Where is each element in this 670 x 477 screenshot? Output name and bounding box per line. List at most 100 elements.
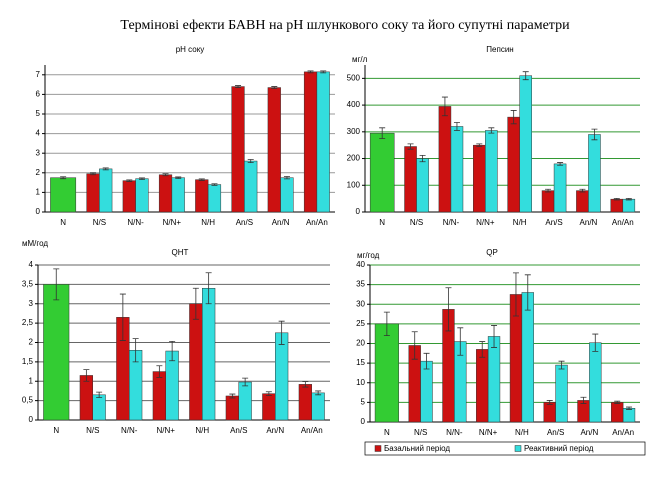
y-tick-label: 25 [356, 319, 365, 328]
legend-swatch [374, 445, 382, 452]
bar [280, 177, 294, 213]
error-bar [278, 320, 285, 345]
error-bar [320, 70, 327, 74]
bar [207, 184, 222, 213]
bar [519, 75, 532, 213]
bar [189, 303, 203, 421]
bar [576, 190, 589, 213]
error-bar [546, 400, 553, 405]
bar [473, 144, 486, 213]
bar [450, 126, 464, 213]
error-bar [488, 127, 495, 134]
error-bar [545, 188, 552, 193]
y-tick-label: 40 [356, 260, 365, 269]
y-tick-label: 6 [36, 90, 41, 99]
bar [165, 350, 179, 421]
bar [86, 173, 100, 213]
bar [303, 71, 318, 213]
bar [369, 132, 395, 213]
y-axis-label: мг/год [357, 251, 380, 260]
bar [622, 408, 636, 423]
error-bar [614, 400, 621, 404]
error-bar [53, 268, 60, 301]
y-tick-label: 7 [36, 70, 41, 79]
chart-title: Пепсин [486, 45, 513, 54]
error-bar [60, 176, 67, 180]
x-tick-label: An/N [272, 218, 290, 227]
legend-label: Реактивний період [524, 444, 594, 453]
x-tick-label: N/H [515, 428, 529, 437]
bar [476, 349, 489, 423]
error-bar [102, 167, 109, 171]
bar [92, 394, 106, 421]
chart-title: рН соку [176, 45, 205, 54]
error-bar [423, 352, 430, 370]
y-tick-label: 2 [36, 168, 41, 177]
x-tick-label: N/N+ [476, 218, 495, 227]
error-bar [302, 381, 309, 388]
bar [158, 174, 173, 213]
bar [541, 190, 555, 213]
error-bar [192, 287, 199, 320]
legend-box [364, 441, 646, 456]
error-bar [512, 272, 519, 317]
x-tick-label: N/S [93, 218, 106, 227]
y-tick-label: 4 [36, 129, 41, 138]
x-tick-label: N/N+ [157, 426, 176, 435]
error-bar [229, 393, 236, 399]
error-bar [132, 338, 139, 363]
bar [374, 323, 399, 423]
x-tick-label: N/S [410, 218, 423, 227]
error-bar [242, 377, 249, 387]
x-tick-label: N [379, 218, 385, 227]
error-bar [175, 176, 182, 179]
bar [311, 392, 325, 421]
x-tick-label: N/N- [446, 428, 463, 437]
error-bar [476, 143, 483, 147]
y-tick-label: 300 [347, 127, 361, 136]
bar [275, 332, 289, 421]
x-tick-label: An/N [580, 218, 598, 227]
y-tick-label: 15 [356, 358, 365, 367]
bar [507, 116, 520, 213]
error-bar [457, 327, 464, 356]
y-tick-label: 5 [361, 397, 366, 406]
error-bar [453, 122, 460, 131]
x-tick-label: N/S [86, 426, 99, 435]
x-tick-label: N/N- [443, 218, 460, 227]
error-bar [169, 340, 176, 362]
error-bar [379, 127, 386, 139]
bar [244, 160, 258, 213]
y-tick-label: 0 [361, 417, 366, 426]
error-bar [557, 162, 564, 166]
bar [588, 134, 601, 213]
y-tick-label: 3,5 [22, 279, 34, 288]
x-tick-label: N/N+ [479, 428, 498, 437]
y-tick-label: 3 [29, 299, 34, 308]
x-tick-label: An/S [230, 426, 247, 435]
y-tick-label: 30 [356, 299, 365, 308]
error-bar [445, 287, 452, 332]
error-bar [522, 71, 529, 81]
error-bar [156, 365, 163, 378]
bar [555, 364, 568, 423]
error-bar [591, 128, 598, 141]
y-tick-label: 35 [356, 280, 365, 289]
x-tick-label: An/S [547, 428, 564, 437]
y-tick-label: 1,5 [22, 357, 34, 366]
x-tick-label: N/H [513, 218, 527, 227]
y-tick-label: 0 [29, 415, 34, 424]
error-bar [211, 183, 218, 186]
bar [485, 130, 498, 213]
bar [438, 106, 452, 213]
error-bar [90, 172, 97, 176]
y-tick-label: 1 [29, 376, 34, 385]
bar [420, 360, 433, 423]
error-bar [119, 293, 126, 341]
error-bar [138, 177, 145, 180]
y-tick-label: 1 [36, 188, 41, 197]
error-bar [419, 154, 426, 163]
x-tick-label: An/An [301, 426, 323, 435]
x-tick-label: An/An [612, 218, 634, 227]
